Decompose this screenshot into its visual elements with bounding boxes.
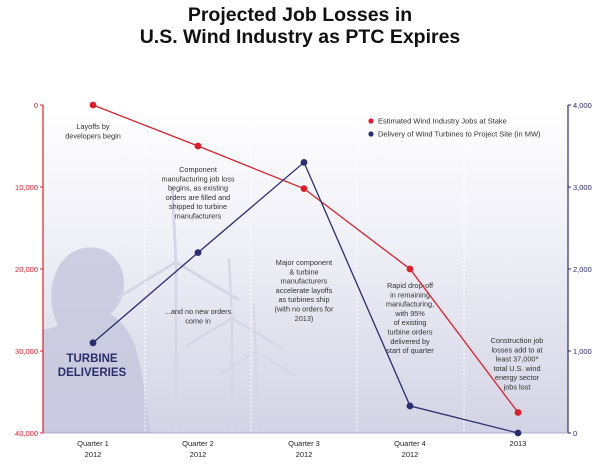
annotation-line: turbine orders (387, 328, 432, 337)
deliveries-point (300, 159, 308, 166)
annotation-line: & turbine (289, 267, 318, 276)
turbine-deliveries-label: TURBINE DELIVERIES (58, 353, 127, 379)
jobs-point (300, 185, 308, 193)
legend-marker (368, 118, 374, 124)
annotation-no-new-orders: ...and no new orders come in (165, 307, 232, 325)
left-tick-label: 0 (34, 101, 38, 110)
deliveries-point (89, 339, 97, 347)
right-tick-label: 4,000 (573, 101, 592, 110)
deliveries-point (514, 429, 522, 437)
annotation-line: Construction job (491, 336, 544, 345)
annotation-major-component: Major component & turbine manufacturers acc… (275, 258, 334, 323)
turbine-blade (170, 185, 178, 263)
x-tick-year: 2012 (190, 450, 207, 459)
right-tick-label: 0 (573, 429, 577, 438)
annotation-line: total U.S. wind (493, 364, 540, 373)
left-tick-label: 30,000 (15, 347, 38, 356)
x-tick-year: 2012 (402, 450, 419, 459)
turbine-tower (230, 318, 234, 433)
annotation-line: ...and no new orders (165, 307, 232, 316)
annotation-line: losses add to at (491, 345, 542, 354)
turbine-tower (255, 352, 257, 433)
annotation-line: manufacturing, (386, 300, 434, 309)
right-tick-label: 2,000 (573, 265, 592, 274)
turbine-blade (252, 303, 257, 353)
turbine-blade (116, 260, 177, 300)
turbine-blade (184, 317, 233, 348)
turbine-silhouette (184, 257, 283, 433)
legend-label: Delivery of Wind Turbines to Project Sit… (378, 130, 541, 139)
annotation-line: developers begin (65, 131, 121, 140)
annotation-line: come in (185, 316, 211, 325)
jobs-point (89, 101, 97, 109)
annotation-line: 2013) (295, 314, 314, 323)
x-tick-label: 2013 (510, 439, 527, 448)
annotation-line: delivered by (390, 337, 430, 346)
title-line-1: Projected Job Losses in (187, 4, 413, 26)
annotation-line: manufacturers (281, 277, 328, 286)
annotation-line: with 95% (394, 309, 425, 318)
annotation-line: of existing (394, 318, 427, 327)
jobs-point (514, 409, 522, 416)
annotation-line: Major component (276, 258, 332, 267)
annotation-line: shipped to turbine (169, 202, 227, 211)
turbine-tower (174, 262, 178, 433)
annotation-line: Component (179, 165, 217, 174)
legend-label: Estimated Wind Industry Jobs at Stake (378, 117, 507, 126)
annotation-line: in remaining (390, 290, 430, 299)
annotation-line: begins, as existing (168, 184, 228, 193)
x-tick-label: Quarter 1 (77, 439, 109, 448)
left-tick-label: 40,000 (15, 429, 38, 438)
right-tick-label: 1,000 (573, 347, 592, 356)
x-tick-label: Quarter 4 (394, 439, 426, 448)
x-tick-label: Quarter 2 (182, 439, 214, 448)
left-tick-label: 20,000 (15, 265, 38, 274)
annotation-construction: Construction job losses add to at least 37… (491, 336, 544, 392)
legend-marker (368, 131, 374, 137)
deliveries-point (406, 402, 414, 410)
deliveries-point (194, 249, 202, 256)
annotation-line: manufacturers (175, 212, 222, 221)
turbine-silhouette (218, 303, 297, 433)
annotation-line: least 37,000* (496, 355, 539, 364)
annotation-line: jobs lost (503, 383, 531, 392)
jobs-point (194, 142, 202, 150)
annotation-line: orders are filled and (166, 193, 231, 202)
annotation-line: (with no orders for (275, 305, 334, 314)
x-tick-year: 2012 (296, 450, 313, 459)
x-tick-year: 2012 (85, 450, 102, 459)
right-tick-label: 3,000 (573, 183, 592, 192)
annotation-line: energy sector (495, 373, 540, 382)
annotation-component: Component manufacturing job loss begins, a… (161, 165, 234, 221)
turbine-blade (218, 351, 257, 376)
annotation-layoffs: Layoffs by developers begin (65, 122, 121, 140)
annotation-line: start of quarter (386, 346, 434, 355)
title-line-2: U.S. Wind Industry as PTC Expires (139, 26, 461, 48)
annotation-line: Rapid drop-off (387, 281, 434, 290)
x-tick-label: Quarter 3 (288, 439, 320, 448)
turbine-blade (175, 260, 240, 302)
annotation-line: manufacturing job loss (161, 174, 234, 183)
annotation-rapid-dropoff: Rapid drop-off in remaining manufacturing,… (386, 281, 434, 355)
annotation-line: as turbines ship (278, 295, 329, 304)
turbine-blade (227, 257, 234, 319)
turbine-silhouette (116, 185, 240, 433)
turbine-blade (255, 351, 297, 377)
overlay-label-line: TURBINE (66, 353, 117, 365)
annotation-line: Layoffs by (76, 122, 109, 131)
annotation-line: accelerate layoffs (276, 286, 333, 295)
chart-title: Projected Job Losses in U.S. Wind Indust… (0, 4, 600, 48)
left-tick-label: 10,000 (15, 183, 38, 192)
jobs-point (406, 265, 414, 273)
turbine-blade (231, 317, 283, 349)
overlay-label-line: DELIVERIES (58, 367, 127, 379)
